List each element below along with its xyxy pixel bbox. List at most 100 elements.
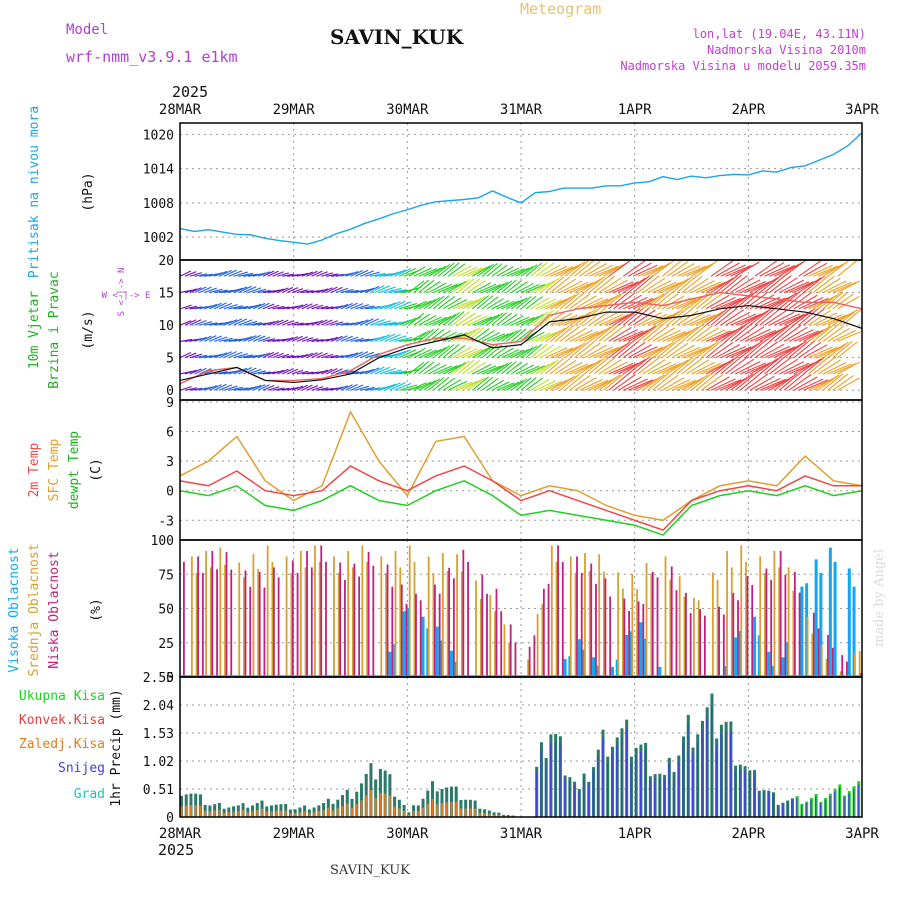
wind-arrow [832, 310, 855, 326]
wind-arrow [223, 338, 239, 342]
panel-frame [179, 676, 863, 818]
mid-cloud-bar [408, 545, 411, 677]
wind-arrow [287, 386, 299, 391]
wind-arrow [447, 311, 465, 326]
wind-arrow [442, 297, 462, 310]
top-year: 2025 [172, 83, 208, 101]
wind-arrow [720, 355, 743, 375]
mid-cloud-bar [361, 545, 364, 677]
wind-arrow [238, 336, 253, 342]
wind-arrow [715, 262, 740, 277]
wind-arrow [457, 278, 475, 293]
wind-arrow [209, 302, 222, 310]
high-cloud-bar [610, 666, 614, 677]
wind-arrow [282, 286, 294, 294]
wind-arrow [754, 306, 777, 326]
snow-bar [824, 799, 826, 817]
precip-strat-bar [469, 808, 472, 817]
wind-arrow [822, 361, 847, 375]
wind-arrow [423, 316, 442, 326]
wind-arrow [822, 262, 846, 277]
high-cloud-bar [658, 666, 662, 677]
mid-cloud-bar [508, 642, 511, 677]
mid-cloud-bar [380, 556, 383, 677]
wind-arrow [491, 281, 509, 294]
precip-strat-bar [189, 805, 192, 817]
wind-arrow [764, 309, 789, 326]
high-cloud-bar [819, 572, 823, 677]
mid-cloud-bar [271, 561, 274, 677]
wind-arrow [583, 357, 605, 375]
bottom-date-label: 28MAR [159, 826, 202, 842]
wind-arrow [301, 371, 314, 375]
wind-arrow [637, 295, 662, 310]
wind-arrow [652, 281, 677, 294]
snow-bar [701, 730, 703, 817]
y-tick-label: 2.55 [143, 671, 174, 686]
mid-cloud-bar [195, 572, 198, 677]
wind-arrow [413, 381, 432, 391]
precip-total-bar [506, 815, 510, 817]
wind-arrow [491, 264, 508, 277]
wind-arrow [515, 329, 533, 342]
wind-arrow [238, 272, 254, 277]
wind-arrow [545, 265, 568, 277]
wind-arrow [355, 351, 369, 359]
snow-bar [639, 751, 642, 817]
high-cloud-bar [592, 657, 596, 677]
wind-arrow [340, 272, 354, 277]
low-cloud-bar [779, 550, 782, 677]
wind-arrow [749, 329, 777, 342]
precip-legend-graupel: Grad [74, 787, 105, 802]
wind-arrow [535, 310, 554, 326]
wind-arrow [822, 291, 844, 310]
wind-arrow [496, 382, 515, 391]
snow-bar [810, 799, 812, 817]
top-date-label: 28MAR [159, 102, 202, 118]
wind-arrow [442, 282, 462, 294]
mid-cloud-bar [645, 563, 648, 677]
low-cloud-bar [272, 567, 275, 677]
wind-arrow [525, 283, 546, 294]
wind-arrow [321, 368, 333, 375]
wind-arrow [661, 295, 685, 310]
bottom-date-label: 2APR [731, 826, 765, 842]
wind-arrow [330, 335, 343, 342]
wind-arrow [613, 281, 639, 294]
y-tick-label: 50 [158, 603, 174, 618]
wind-arrow [282, 320, 294, 326]
wind-arrow [603, 372, 625, 391]
wind-arrow [545, 276, 565, 293]
wind-arrow [462, 314, 482, 326]
wind-arrow [540, 359, 560, 375]
wind-arrow [233, 367, 248, 375]
wind-arrow [355, 269, 369, 277]
wind-arrow [228, 287, 243, 294]
wind-arrow [759, 274, 782, 293]
wind-arrow [306, 321, 319, 326]
lonlat-label: lon,lat (19.04E, 43.11N) [693, 27, 866, 41]
wind-arrow [428, 347, 447, 359]
wind-arrow [267, 320, 280, 326]
wind-arrow [701, 281, 726, 294]
wind-arrow [535, 298, 556, 310]
wind-arrow [817, 314, 843, 326]
wind-arrow [584, 263, 607, 277]
wind-arrow [462, 348, 483, 359]
wind-arrow [774, 313, 800, 326]
wind-arrow [618, 340, 640, 359]
wind-arrow [569, 282, 594, 294]
wind-arrow [447, 362, 466, 375]
wind-arrow [642, 313, 668, 326]
wind-arrow [433, 315, 452, 326]
wind-arrow [832, 293, 854, 310]
low-cloud-bar [277, 577, 280, 677]
wind-arrow [618, 330, 644, 342]
wind-arrow [642, 359, 666, 375]
mid-cloud-bar [366, 561, 369, 677]
wind-arrow [744, 373, 769, 391]
wind-arrow [350, 320, 364, 326]
wind-arrow [827, 363, 852, 375]
wind-arrow [588, 310, 611, 326]
wind-arrow [360, 351, 375, 359]
